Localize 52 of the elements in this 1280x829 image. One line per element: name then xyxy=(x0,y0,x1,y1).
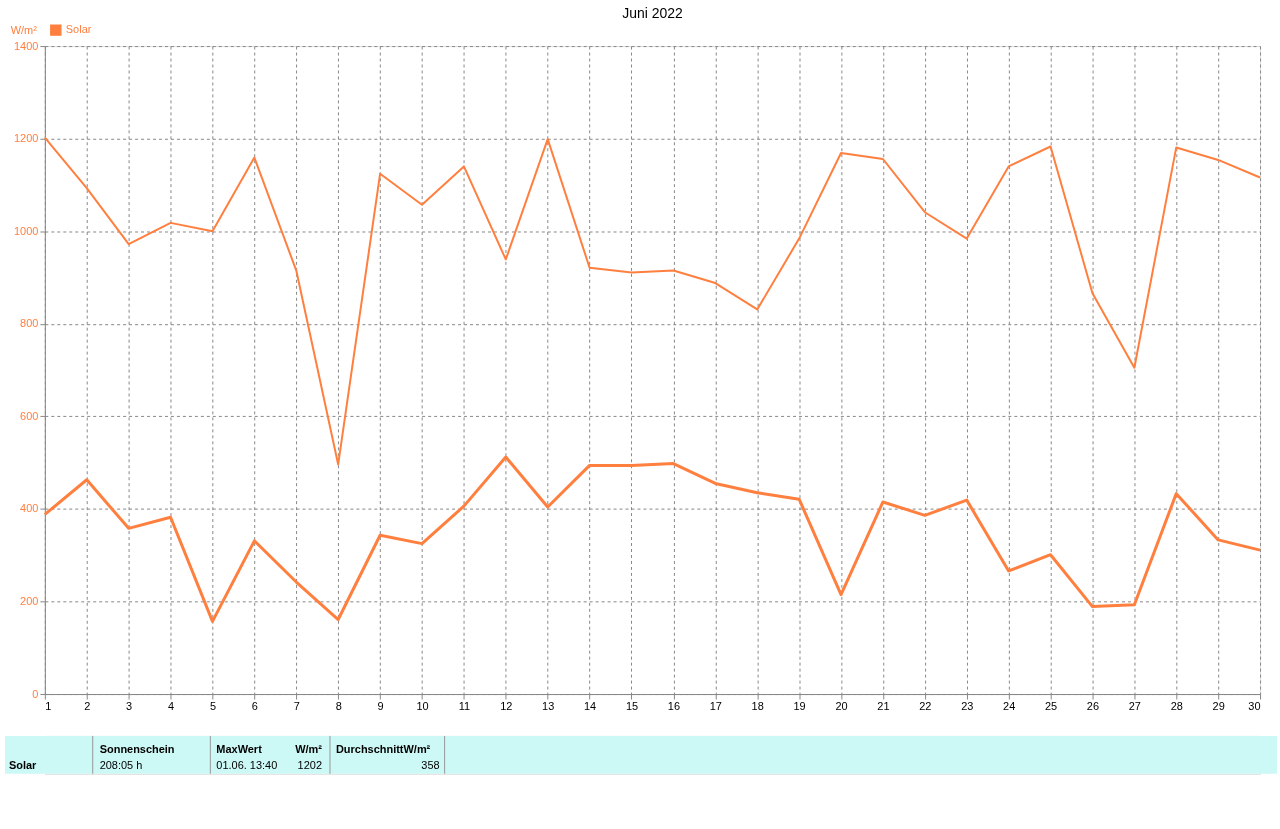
y-tick-label: 400 xyxy=(20,502,39,515)
x-tick-label: 15 xyxy=(625,700,639,713)
y-tick-label: 1000 xyxy=(14,224,39,237)
x-tick-label: 6 xyxy=(251,700,258,713)
x-tick-label: 20 xyxy=(835,700,848,713)
text: 01.06. 13:40 xyxy=(216,758,278,771)
legend-label: Solar xyxy=(65,23,92,36)
x-tick-label: 17 xyxy=(709,700,722,713)
chart-title: Juni 2022 xyxy=(622,5,683,22)
x-tick-label: 21 xyxy=(877,700,890,713)
x-tick-label: 19 xyxy=(793,700,806,713)
x-tick-label: 30 xyxy=(1248,700,1261,713)
y-tick-label: 1400 xyxy=(14,39,39,52)
text: Sonnenschein xyxy=(99,742,175,755)
text: MaxWert xyxy=(216,742,263,755)
x-tick-label: 5 xyxy=(209,700,217,713)
y-tick-label: 0 xyxy=(32,687,39,700)
x-tick-label: 11 xyxy=(458,700,471,713)
x-tick-label: 26 xyxy=(1086,700,1100,713)
x-tick-label: 16 xyxy=(667,700,681,713)
x-tick-label: 4 xyxy=(168,700,175,713)
x-tick-label: 22 xyxy=(919,700,932,713)
x-tick-label: 9 xyxy=(377,700,384,713)
x-tick-label: 13 xyxy=(542,700,555,713)
x-tick-label: 7 xyxy=(293,700,300,713)
x-tick-label: 14 xyxy=(584,700,597,713)
text: Solar xyxy=(8,758,38,771)
x-tick-label: 27 xyxy=(1128,700,1141,713)
x-tick-label: 8 xyxy=(335,700,342,713)
x-tick-label: 24 xyxy=(1003,700,1016,713)
x-tick-label: 1 xyxy=(45,700,52,713)
x-tick-label: 12 xyxy=(500,700,513,713)
y-tick-label: 600 xyxy=(20,409,39,422)
y-tick-label: 1200 xyxy=(14,132,39,145)
x-tick-label: 25 xyxy=(1044,700,1058,713)
x-tick-label: 2 xyxy=(84,700,91,713)
x-tick-label: 18 xyxy=(751,700,764,713)
y-tick-label: 200 xyxy=(20,594,39,607)
x-tick-label: 10 xyxy=(416,700,429,713)
line-series xyxy=(43,455,1262,623)
y-tick-label: 800 xyxy=(20,317,39,330)
text: 1202 xyxy=(297,758,322,771)
text: W/m² xyxy=(295,742,323,755)
x-tick-label: 23 xyxy=(961,700,974,713)
text: DurchschnittW/m² xyxy=(335,742,431,755)
text: 358 xyxy=(421,758,440,771)
x-tick-label: 3 xyxy=(126,700,133,713)
y-axis-title: W/m² xyxy=(10,24,38,37)
x-tick-label: 29 xyxy=(1212,700,1225,713)
text: 208:05 h xyxy=(99,758,143,771)
line-series xyxy=(43,136,1262,466)
x-tick-label: 28 xyxy=(1170,700,1183,713)
